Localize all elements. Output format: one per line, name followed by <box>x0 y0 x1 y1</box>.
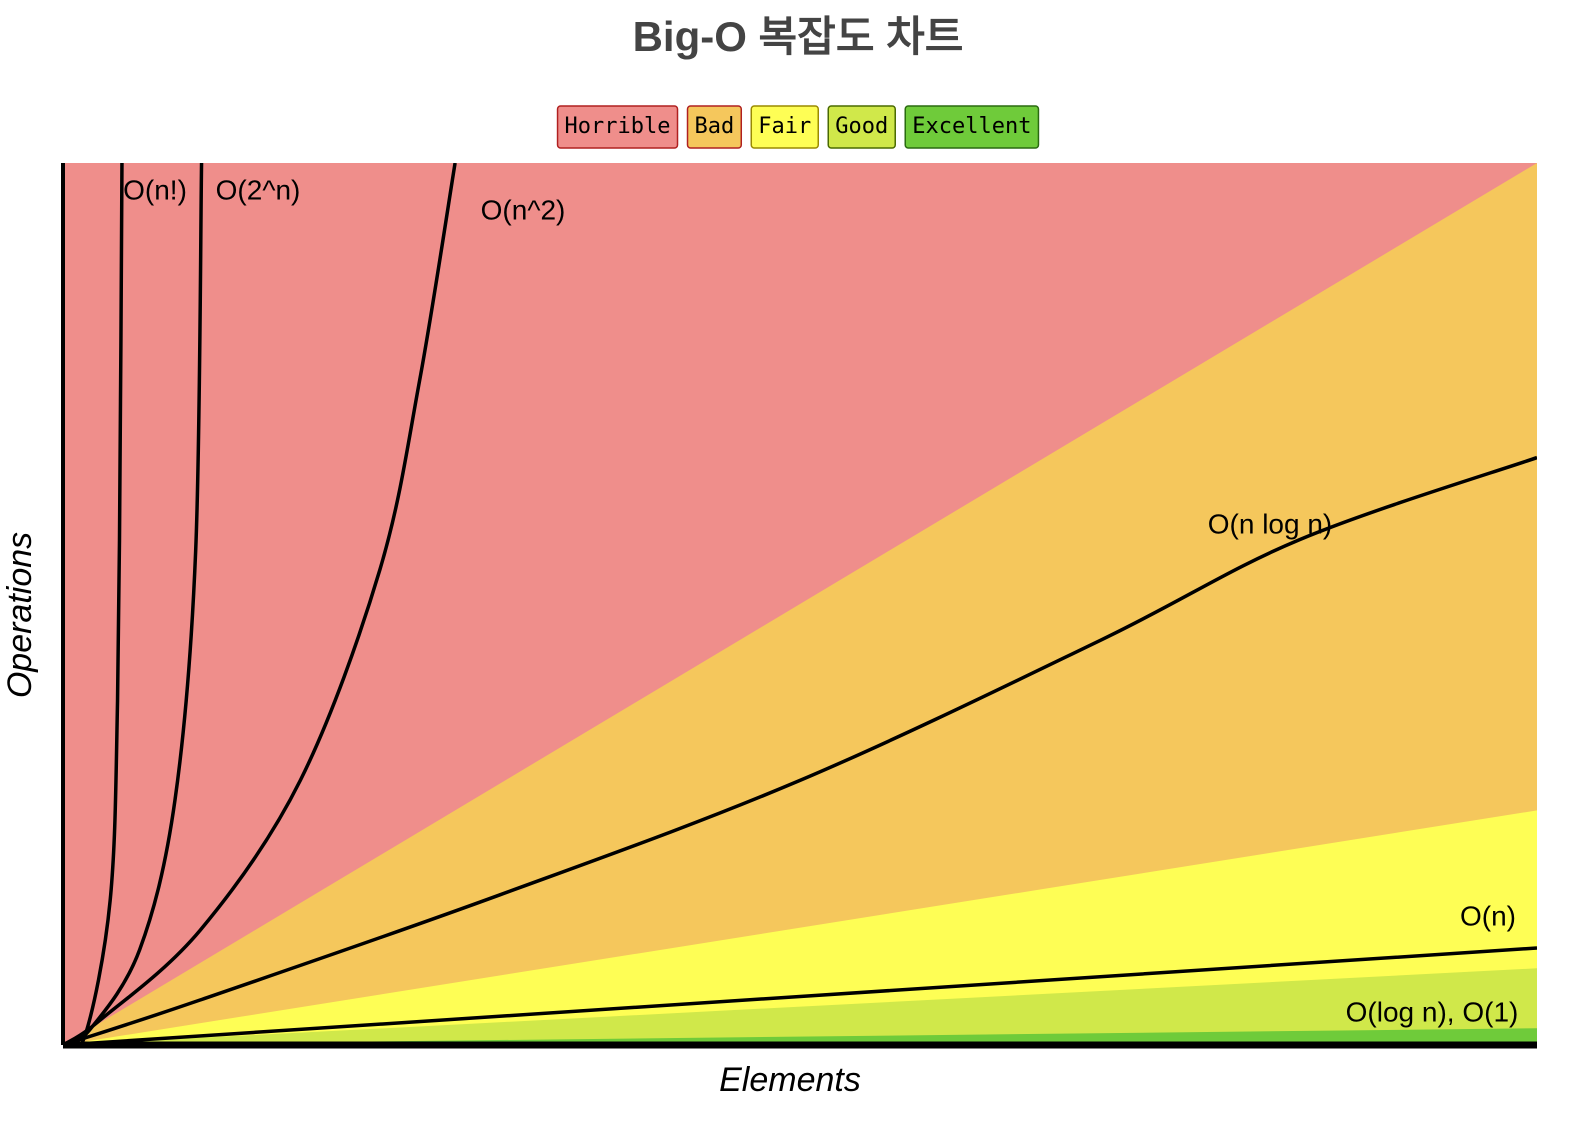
legend-swatch <box>556 105 679 149</box>
curve-label: O(n) <box>1460 900 1516 931</box>
curve <box>63 455 1537 1045</box>
annotation: O(log n), O(1) <box>1346 996 1519 1027</box>
curve-label: O(n!) <box>123 174 187 205</box>
curve-label: O(n log n) <box>1208 508 1333 539</box>
curve-label: O(n^2) <box>481 194 566 225</box>
legend-label: Fair <box>758 114 811 139</box>
legend-swatch <box>750 105 819 149</box>
legend-label: Bad <box>695 114 735 139</box>
legend-label: Excellent <box>912 114 1031 139</box>
legend-swatch <box>827 105 896 149</box>
legend-label: Good <box>835 114 888 139</box>
zone-area <box>63 968 1537 1045</box>
zone-area <box>63 163 1537 1045</box>
legend-swatch <box>904 105 1040 149</box>
legend-label: Horrible <box>565 114 671 139</box>
legend-swatch <box>686 105 743 149</box>
curve <box>63 946 1537 1045</box>
x-axis-label: Elements <box>719 1061 861 1099</box>
curve <box>63 163 457 1045</box>
legend: Horrible Bad Fair Good Excellent <box>556 105 1040 149</box>
chart-title: Big-O 복잡도 차트 <box>633 13 964 60</box>
plot-area <box>63 163 1537 1045</box>
y-axis-label: Operations <box>1 532 39 698</box>
zone-area <box>63 810 1537 1045</box>
curve <box>63 163 124 1045</box>
zone-area <box>63 1028 1537 1045</box>
curve-label: O(2^n) <box>216 174 301 205</box>
